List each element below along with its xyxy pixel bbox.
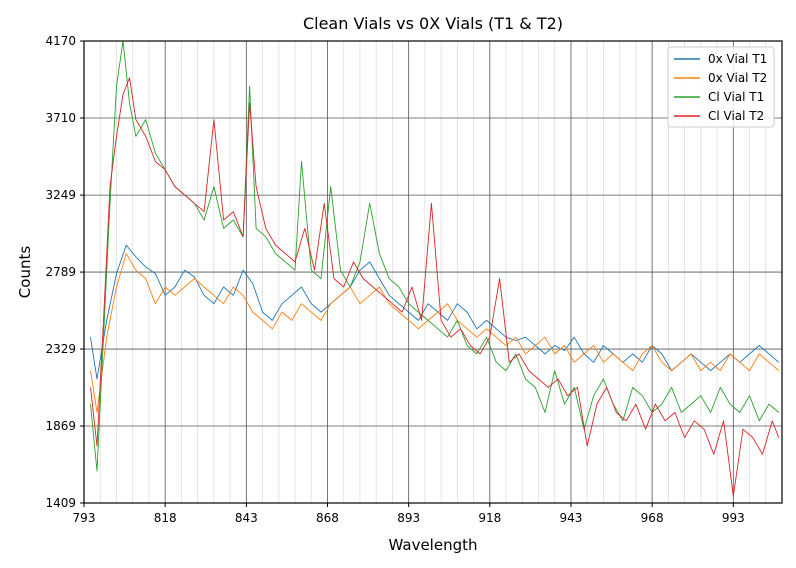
legend: 0x Vial T1 0x Vial T2 Cl Vial T1 Cl Vial T2	[667, 46, 775, 128]
legend-label-cl-vial-t2: Cl Vial T2	[708, 109, 764, 123]
series-line-cl-vial-t2	[90, 77, 780, 497]
x-axis-label: Wavelength	[389, 536, 478, 554]
y-tick-label: 4170	[45, 34, 76, 48]
x-tick-label: 893	[397, 511, 420, 525]
y-axis-ticks: 1409 1869 2329 2789 3249 3710 4170	[45, 34, 84, 510]
x-tick-label: 918	[478, 511, 501, 525]
x-tick-label: 818	[154, 511, 177, 525]
x-tick-label: 993	[722, 511, 745, 525]
y-tick-label: 3249	[45, 188, 76, 202]
y-axis-label: Counts	[16, 246, 34, 299]
legend-label-cl-vial-t1: Cl Vial T1	[708, 90, 764, 104]
y-tick-label: 1409	[45, 496, 76, 510]
series-layer	[90, 40, 780, 497]
legend-label-0x-vial-t1: 0x Vial T1	[708, 52, 767, 66]
x-tick-label: 868	[316, 511, 339, 525]
y-tick-label: 2329	[45, 342, 76, 356]
y-tick-label: 1869	[45, 419, 76, 433]
x-tick-label: 943	[560, 511, 583, 525]
plot-area	[83, 40, 783, 504]
legend-label-0x-vial-t2: 0x Vial T2	[708, 71, 767, 85]
chart-title: Clean Vials vs 0X Vials (T1 & T2)	[303, 14, 563, 33]
series-line-0x-vial-t1	[90, 244, 780, 380]
series-line-0x-vial-t2	[90, 253, 780, 413]
x-tick-label: 843	[235, 511, 258, 525]
x-tick-label: 968	[641, 511, 664, 525]
legend-box	[667, 46, 775, 128]
y-tick-label: 3710	[45, 111, 76, 125]
y-tick-label: 2789	[45, 265, 76, 279]
x-axis-ticks: 793 818 843 868 893 918 943 968 993	[73, 503, 745, 525]
x-tick-label: 793	[73, 511, 96, 525]
